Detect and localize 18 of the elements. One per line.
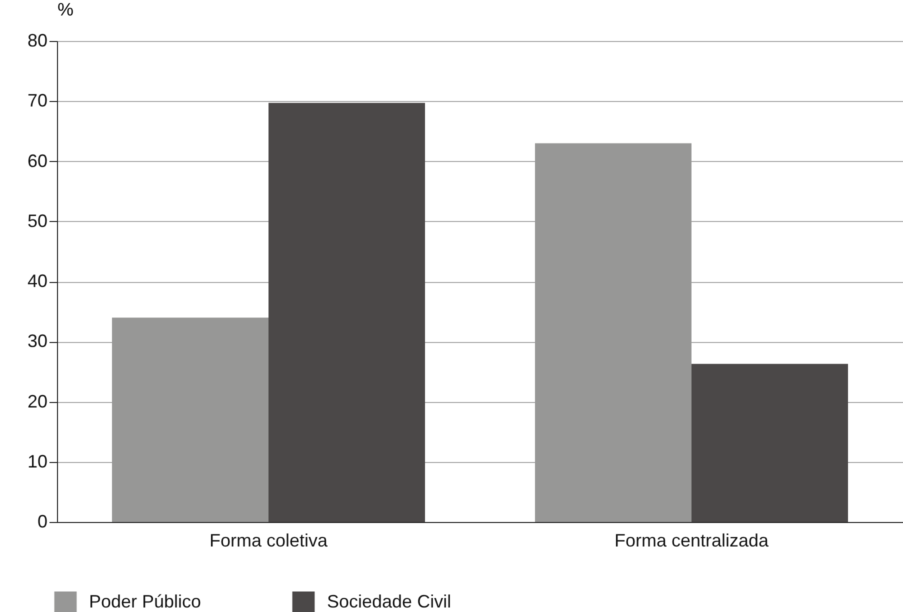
y-tick-label: 20 [27, 391, 48, 412]
y-axis-title: % [58, 0, 74, 20]
legend-label: Sociedade Civil [327, 592, 452, 612]
legend-label: Poder Público [89, 592, 202, 612]
y-tick-label: 30 [27, 331, 48, 352]
y-tick-label: 80 [27, 30, 48, 50]
x-tick-label: Forma centralizada [614, 530, 770, 550]
y-tick-label: 40 [27, 271, 48, 291]
bar [692, 364, 848, 522]
y-tick-label: 60 [27, 150, 48, 171]
bar [268, 102, 426, 522]
y-tick-label: 70 [27, 90, 48, 111]
y-tick-label: 0 [37, 512, 48, 532]
y-tick-label: 10 [27, 451, 48, 472]
y-tick-label: 50 [27, 210, 48, 231]
bar [112, 318, 268, 522]
x-tick-label: Forma coletiva [209, 530, 329, 550]
bar [534, 143, 692, 522]
